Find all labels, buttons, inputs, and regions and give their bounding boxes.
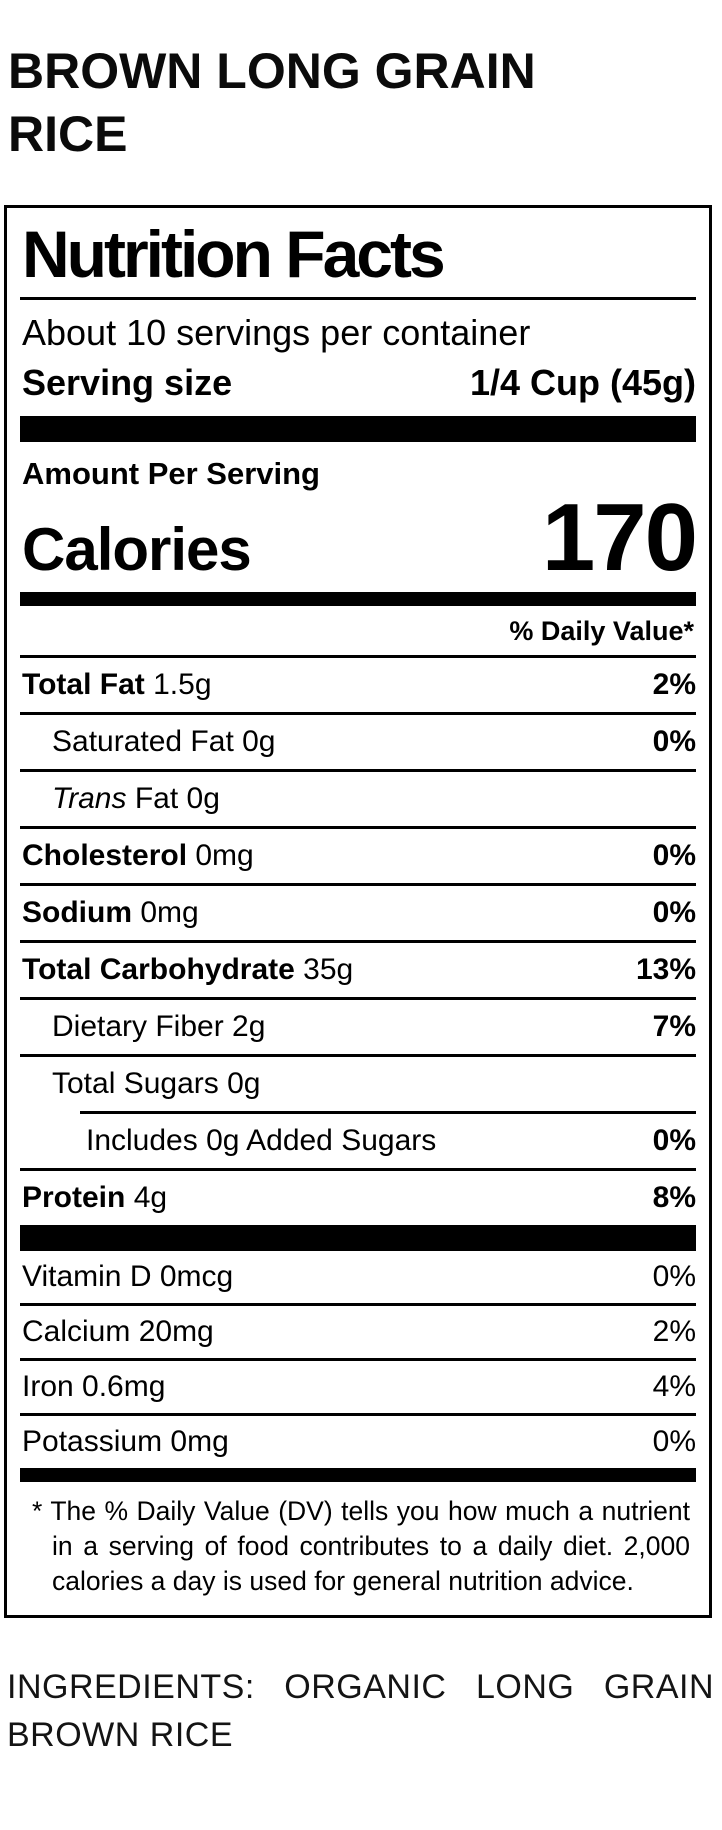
nutrient-name-amount: Includes 0g Added Sugars bbox=[86, 1123, 437, 1157]
nutrient-row: Includes 0g Added Sugars 0% bbox=[20, 1114, 696, 1168]
row-separator bbox=[20, 882, 696, 886]
nutrient-row: Trans Fat 0g bbox=[20, 772, 696, 826]
calories-value: 170 bbox=[541, 483, 698, 591]
row-separator bbox=[20, 1167, 696, 1171]
nutrition-facts-label: Nutrition Facts About 10 servings per co… bbox=[4, 205, 712, 1619]
row-separator bbox=[20, 996, 696, 1000]
nutrient-row: Cholesterol 0mg 0% bbox=[20, 829, 696, 883]
row-separator bbox=[20, 711, 696, 715]
row-separator bbox=[80, 1110, 696, 1114]
nutrient-name-amount: Sodium 0mg bbox=[22, 895, 199, 929]
page: BROWN LONG GRAIN RICE Nutrition Facts Ab… bbox=[0, 40, 722, 1830]
nutrient-daily-value: 0% bbox=[652, 895, 696, 929]
medium-bar-above-footnote bbox=[20, 1467, 696, 1482]
thick-bar-under-protein bbox=[20, 1224, 696, 1251]
nutrient-daily-value: 0% bbox=[652, 838, 696, 872]
nutrition-facts-title: Nutrition Facts bbox=[22, 217, 446, 291]
nutrient-name-amount: Trans Fat 0g bbox=[52, 781, 220, 815]
nutrient-daily-value: 0% bbox=[652, 1123, 696, 1157]
row-separator bbox=[20, 939, 696, 943]
nutrient-row: Saturated Fat 0g 0% bbox=[20, 715, 696, 769]
nutrient-row: Total Sugars 0g bbox=[20, 1057, 696, 1111]
serving-size-label: Serving size bbox=[22, 361, 233, 403]
nutrient-row: Iron 0.6mg 4% bbox=[20, 1361, 696, 1413]
nutrient-daily-value: 0% bbox=[652, 1424, 696, 1458]
row-separator bbox=[20, 1053, 696, 1057]
nutrient-name-amount: Dietary Fiber 2g bbox=[52, 1009, 266, 1043]
product-title: BROWN LONG GRAIN RICE bbox=[8, 43, 536, 162]
nutrient-row: Total Carbohydrate 35g 13% bbox=[20, 943, 696, 997]
nutrient-name-amount: Saturated Fat 0g bbox=[52, 724, 276, 758]
nutrient-name-amount: Cholesterol 0mg bbox=[22, 838, 254, 872]
nutrient-row: Potassium 0mg 0% bbox=[20, 1416, 696, 1468]
daily-value-footnote: * The % Daily Value (DV) tells you how m… bbox=[32, 1495, 690, 1597]
nutrient-name-amount: Total Sugars 0g bbox=[52, 1066, 261, 1100]
nutrient-daily-value: 0% bbox=[652, 1259, 696, 1293]
medium-bar-under-calories bbox=[20, 591, 696, 606]
nutrient-rows-vitamins: Vitamin D 0mcg 0% Calcium 20mg 2% Iron 0.6mg… bbox=[20, 1251, 696, 1468]
nutrient-daily-value: 8% bbox=[652, 1180, 696, 1214]
ingredients-text: INGREDIENTS: ORGANIC LONG GRAIN BROWN RI… bbox=[7, 1668, 714, 1754]
thick-bar-top bbox=[20, 415, 696, 442]
nutrient-row: Calcium 20mg 2% bbox=[20, 1306, 696, 1358]
row-separator bbox=[20, 768, 696, 772]
row-separator bbox=[20, 1302, 696, 1306]
row-separator bbox=[20, 1357, 696, 1361]
serving-size-row: Serving size 1/4 Cup (45g) bbox=[20, 356, 696, 416]
nutrient-daily-value: 2% bbox=[652, 1314, 696, 1348]
nutrient-rows-main: Total Fat 1.5g 2% Saturated Fat 0g 0% Trans … bbox=[20, 658, 696, 1225]
nutrient-row: Protein 4g 8% bbox=[20, 1171, 696, 1225]
nutrient-name-amount: Total Carbohydrate 35g bbox=[22, 952, 354, 986]
row-separator bbox=[20, 825, 696, 829]
daily-value-header: % Daily Value* bbox=[509, 615, 694, 646]
row-separator bbox=[20, 1412, 696, 1416]
nutrient-name-amount: Total Fat 1.5g bbox=[22, 667, 212, 701]
nutrient-daily-value: 2% bbox=[652, 667, 696, 701]
calories-label: Calories bbox=[22, 515, 252, 583]
nutrient-name-amount: Protein 4g bbox=[22, 1180, 168, 1214]
nutrient-daily-value: 7% bbox=[652, 1009, 696, 1043]
nutrient-name-amount: Calcium 20mg bbox=[22, 1314, 214, 1348]
serving-size-value: 1/4 Cup (45g) bbox=[469, 361, 696, 403]
nutrient-daily-value: 4% bbox=[652, 1369, 696, 1403]
nutrient-row: Dietary Fiber 2g 7% bbox=[20, 1000, 696, 1054]
nutrient-name-amount: Iron 0.6mg bbox=[22, 1369, 166, 1403]
rule-under-dv-header bbox=[20, 654, 696, 658]
nutrient-row: Total Fat 1.5g 2% bbox=[20, 658, 696, 712]
nutrient-daily-value: 13% bbox=[635, 952, 696, 986]
nutrient-name-amount: Vitamin D 0mcg bbox=[22, 1259, 234, 1293]
rule-under-title bbox=[20, 296, 696, 300]
nutrient-daily-value: 0% bbox=[652, 724, 696, 758]
nutrient-row: Sodium 0mg 0% bbox=[20, 886, 696, 940]
amount-per-serving-label: Amount Per Serving bbox=[22, 455, 320, 491]
servings-per-container: About 10 servings per container bbox=[22, 311, 531, 353]
nutrient-name-amount: Potassium 0mg bbox=[22, 1424, 229, 1458]
nutrient-row: Vitamin D 0mcg 0% bbox=[20, 1251, 696, 1303]
calories-row: Calories 170 bbox=[20, 483, 698, 592]
